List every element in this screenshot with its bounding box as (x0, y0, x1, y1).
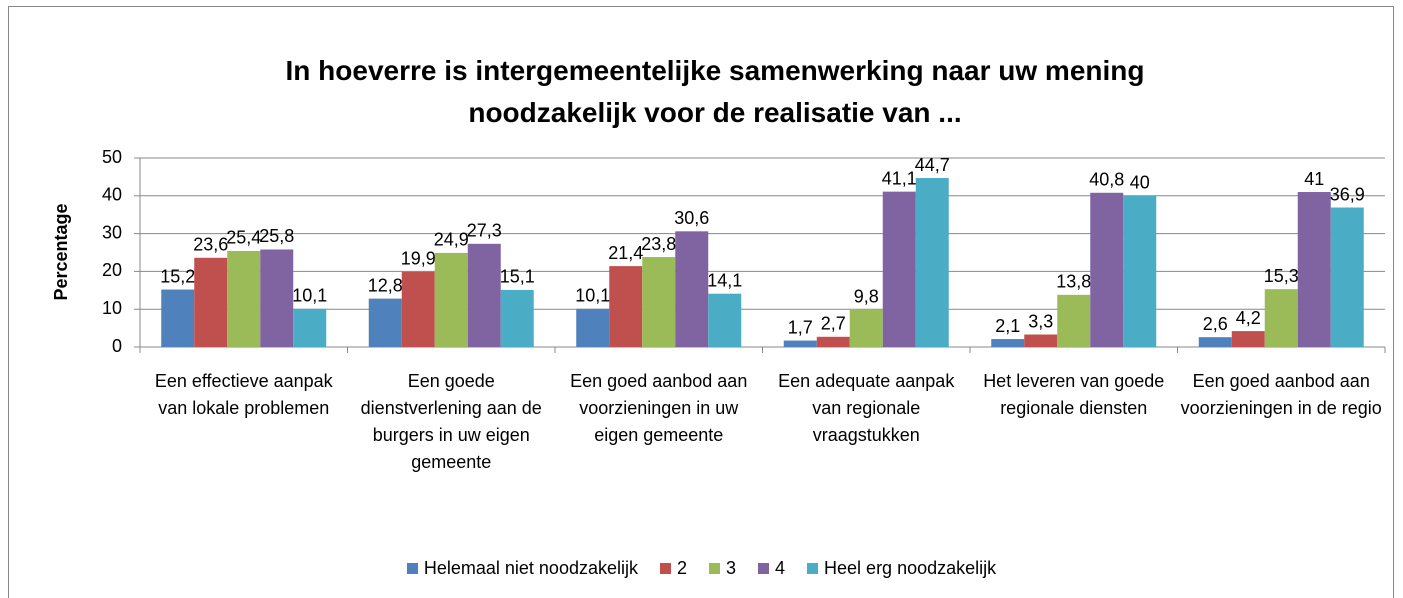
data-label: 2,7 (821, 314, 846, 334)
bar (849, 309, 883, 347)
bar (576, 308, 610, 347)
data-label: 4,2 (1236, 308, 1261, 328)
bar (260, 249, 294, 347)
legend-label: 2 (676, 558, 687, 578)
data-label: 14,1 (707, 270, 742, 290)
y-tick-label: 10 (102, 298, 122, 318)
bar (1264, 289, 1298, 347)
data-label: 23,8 (641, 234, 676, 254)
bar (434, 252, 468, 347)
bar (1090, 192, 1124, 347)
bar (675, 231, 709, 347)
data-label: 12,8 (368, 275, 403, 295)
x-tick-label: Een effectieve aanpak van lokale problem… (154, 371, 333, 418)
legend-swatch (659, 563, 671, 574)
data-label: 40,8 (1089, 170, 1124, 190)
data-label: 40 (1130, 173, 1150, 193)
bar (915, 178, 949, 347)
bar (1057, 294, 1091, 347)
data-label: 1,7 (788, 317, 813, 337)
data-label: 15,2 (160, 266, 195, 286)
bar (783, 340, 817, 347)
legend-item: Heel erg noodzakelijk (807, 558, 996, 579)
x-tick-label: Een goed aanbod aan voorzieningen in de … (1180, 371, 1382, 418)
data-label: 30,6 (674, 208, 709, 228)
data-label: 19,9 (401, 249, 436, 269)
data-label: 15,1 (500, 267, 535, 287)
data-label: 15,3 (1264, 266, 1299, 286)
y-axis-label: Percentage (51, 203, 71, 300)
data-label: 41,1 (882, 168, 917, 188)
data-label: 2,1 (995, 316, 1020, 336)
legend-swatch (406, 563, 418, 574)
bar (1198, 337, 1232, 347)
data-label: 9,8 (854, 287, 879, 307)
y-tick-label: 20 (102, 260, 122, 280)
legend-label: 4 (775, 558, 786, 578)
bar (1024, 334, 1058, 347)
x-tick-label: Een goed aanbod aan voorzieningen in uw … (570, 371, 748, 445)
x-tick-label: Een adequate aanpak van regionale vraags… (778, 371, 955, 445)
chart-title: In hoeverre is intergemeentelijke samenw… (285, 55, 1145, 128)
legend-swatch (709, 563, 720, 574)
bar (1123, 195, 1157, 347)
data-label: 3,3 (1028, 311, 1053, 331)
x-tick-label: Het leveren van goede regionale diensten (983, 371, 1165, 418)
bar (1297, 192, 1331, 347)
bar (401, 271, 435, 347)
bar (991, 339, 1025, 347)
chart-frame (8, 6, 1394, 598)
bar (194, 257, 228, 347)
data-label: 24,9 (434, 230, 469, 250)
y-tick-label: 40 (102, 185, 122, 205)
legend-item: Helemaal niet noodzakelijk (406, 558, 638, 579)
bar (1330, 207, 1364, 347)
legend-item: 4 (758, 558, 785, 579)
legend: Helemaal niet noodzakelijk 2 3 4 Heel erg no… (0, 558, 1403, 579)
x-tick-label: Een goede dienstverlening aan de burgers… (360, 371, 542, 472)
data-label: 36,9 (1330, 184, 1365, 204)
data-label: 21,4 (608, 243, 643, 263)
y-tick-label: 50 (102, 147, 122, 167)
bar (293, 308, 327, 347)
bar (816, 336, 850, 347)
legend-label: Helemaal niet noodzakelijk (423, 558, 638, 578)
legend-label: 3 (726, 558, 737, 578)
bar (500, 289, 534, 347)
data-label: 10,1 (575, 286, 610, 306)
legend-swatch (807, 563, 819, 574)
data-label: 44,7 (915, 155, 950, 175)
data-label: 13,8 (1056, 272, 1091, 292)
bar (467, 243, 501, 347)
data-label: 41 (1304, 169, 1324, 189)
bar (642, 257, 676, 347)
data-label: 27,3 (467, 221, 502, 241)
y-tick-label: 0 (112, 336, 122, 356)
data-label: 2,6 (1203, 314, 1228, 334)
bar (227, 250, 261, 347)
legend-item: 2 (659, 558, 687, 579)
data-label: 23,6 (193, 235, 228, 255)
bar (882, 191, 916, 347)
legend-item: 3 (709, 558, 736, 579)
legend-label: Heel erg noodzakelijk (824, 558, 997, 578)
bar (609, 266, 643, 347)
data-label: 25,8 (259, 226, 294, 246)
data-label: 25,4 (226, 228, 261, 248)
data-label: 10,1 (292, 286, 327, 306)
y-tick-label: 30 (102, 222, 122, 242)
legend-swatch (758, 563, 770, 574)
bar (368, 298, 402, 347)
bar (161, 289, 195, 347)
bar (1231, 331, 1265, 347)
bar (708, 293, 742, 347)
